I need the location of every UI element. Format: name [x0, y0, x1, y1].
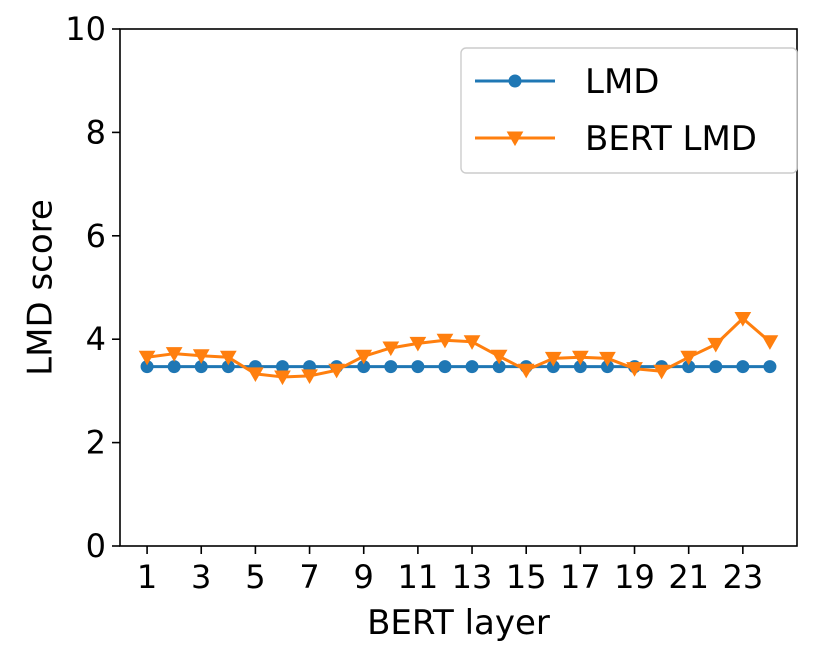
y-tick-label: 10: [65, 10, 106, 48]
y-tick-label: 8: [86, 113, 106, 151]
data-point: [680, 350, 698, 366]
data-point: [138, 350, 156, 366]
data-point: [165, 347, 183, 362]
plot-area-frame: [119, 28, 798, 547]
x-axis-title: BERT layer: [367, 603, 550, 643]
y-tick-label: 6: [86, 217, 106, 255]
data-point: [736, 360, 750, 374]
series-bert-lmd: [138, 312, 779, 386]
data-point: [409, 336, 427, 352]
legend-box: [460, 47, 798, 174]
x-tick-label: 11: [398, 558, 439, 596]
data-point: [490, 349, 508, 365]
data-point: [438, 360, 452, 374]
data-point: [465, 360, 479, 374]
x-tick-label: 21: [668, 558, 709, 596]
data-point: [411, 360, 425, 374]
data-point: [571, 350, 589, 366]
data-point: [328, 363, 346, 379]
data-point: [463, 335, 481, 350]
data-point: [382, 341, 400, 357]
legend-label: BERT LMD: [585, 119, 757, 159]
x-tick-label: 3: [191, 558, 211, 596]
data-point: [247, 367, 264, 382]
data-point: [626, 362, 643, 377]
data-point: [219, 350, 237, 366]
data-point: [544, 351, 562, 367]
x-tick-label: 1: [137, 558, 157, 596]
series-layer: [138, 312, 779, 386]
data-point: [761, 335, 779, 350]
x-tick-label: 15: [506, 558, 547, 596]
x-tick-label: 23: [722, 558, 763, 596]
data-point: [355, 349, 373, 365]
data-point: [384, 360, 398, 374]
legend: LMD BERT LMD: [460, 47, 798, 174]
x-tick-label: 9: [354, 558, 374, 596]
data-point: [763, 360, 777, 374]
data-point: [274, 370, 291, 386]
data-point: [517, 363, 535, 379]
x-tick-label: 17: [560, 558, 601, 596]
x-tick-label: 19: [614, 558, 655, 596]
legend-swatch-marker: [506, 131, 524, 147]
data-point: [167, 360, 181, 374]
y-axis-title: LMD score: [21, 199, 61, 376]
y-tick-label: 2: [86, 424, 106, 462]
x-tick-label: 5: [245, 558, 265, 596]
x-tick-label: 7: [299, 558, 319, 596]
data-point: [707, 337, 725, 353]
data-point: [709, 360, 723, 374]
data-point: [192, 349, 210, 364]
y-tick-label: 0: [86, 527, 106, 565]
y-tick-label: 4: [86, 320, 106, 358]
data-point: [436, 333, 454, 349]
data-point: [734, 312, 752, 327]
data-point: [599, 351, 616, 367]
x-tick-label: 13: [452, 558, 493, 596]
data-point: [653, 364, 670, 380]
data-point: [301, 369, 318, 385]
legend-swatch-marker: [508, 74, 522, 88]
series-line: [146, 317, 771, 379]
legend-label: LMD: [585, 62, 659, 102]
